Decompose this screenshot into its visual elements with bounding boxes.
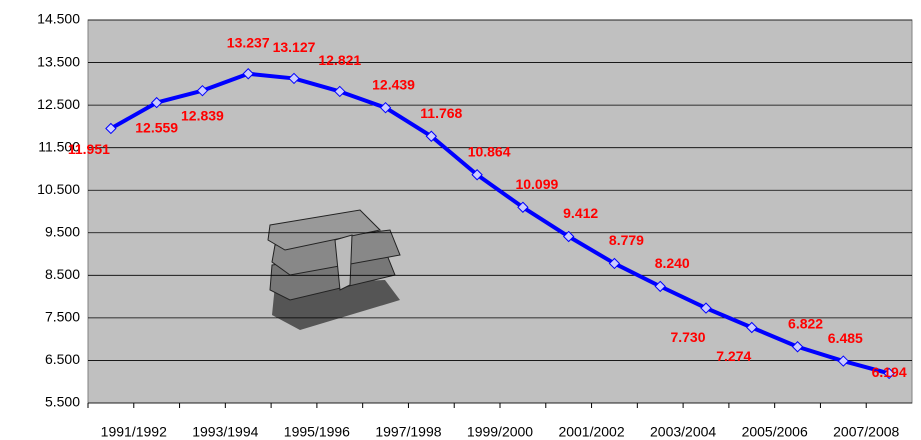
point-marker [425,130,438,142]
y-tick-label: 7.500 [45,309,80,325]
point-marker [883,367,895,380]
y-tick-label: 11.500 [38,138,80,154]
data-label: 8.240 [655,255,690,271]
point-marker [242,68,254,80]
x-tick-label: 2003/2004 [650,424,716,440]
point-marker [654,280,666,293]
y-tick-label: 14.500 [37,11,80,27]
x-tick-label: 2001/2002 [558,424,624,440]
data-label: 9.412 [563,205,598,221]
point-marker [334,85,346,98]
point-marker [196,84,209,97]
plot-area [87,19,913,404]
data-label: 6.822 [788,315,823,331]
y-tick-label: 6.500 [45,351,80,367]
y-tick-label: 13.500 [37,53,80,69]
data-label: 13.127 [273,39,316,55]
point-marker [105,122,117,135]
y-tick-label: 5.500 [45,394,80,410]
x-tick-label: 1997/1998 [375,424,441,440]
data-label: 13.237 [227,34,270,50]
x-tick-label: 1993/1994 [192,424,258,440]
data-label: 10.099 [515,176,558,192]
data-label: 10.864 [468,143,511,159]
point-marker [608,257,621,270]
y-tick-label: 8.500 [45,266,80,282]
point-marker [700,302,712,314]
data-label: 6.194 [872,364,907,380]
point-marker [746,321,758,334]
data-label: 6.485 [828,330,863,346]
y-tick-label: 12.500 [37,96,80,112]
series-line [109,71,890,376]
y-tick-label: 9.500 [45,223,80,239]
data-label: 11.951 [68,141,110,157]
point-marker [791,341,804,353]
point-marker [837,355,850,367]
x-tick-label: 2007/2008 [833,424,899,440]
data-label: 12.839 [181,107,224,123]
point-marker [471,169,483,181]
data-label: 7.274 [716,348,751,364]
x-tick-label: 1995/1996 [284,424,350,440]
x-tick-label: 1991/1992 [101,424,167,440]
data-label: 11.768 [420,105,462,121]
point-marker [150,96,163,109]
point-marker [288,72,300,85]
y-tick-label: 10.500 [37,181,80,197]
x-tick-label: 2005/2006 [742,424,808,440]
point-marker [517,201,529,213]
data-label: 12.821 [318,52,361,68]
data-label: 12.559 [135,119,178,135]
data-label: 7.730 [670,329,705,345]
x-tick-label: 1999/2000 [467,424,533,440]
point-marker [562,230,575,243]
point-marker [379,101,392,114]
data-label: 8.779 [609,232,644,248]
data-label: 12.439 [372,76,415,92]
